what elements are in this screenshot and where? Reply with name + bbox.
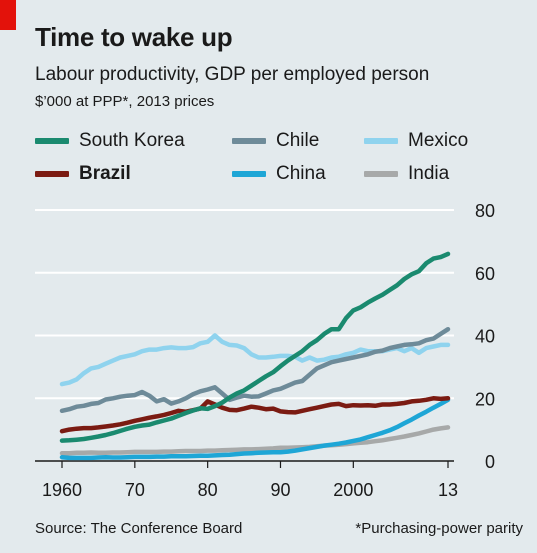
y-tick-label: 80	[475, 201, 495, 221]
legend-swatch	[232, 171, 266, 177]
tick-labels: 0 20 40 60 80 1960 70 80 90 2000 13	[42, 201, 495, 500]
x-tick-label: 80	[198, 480, 218, 500]
legend-label: Mexico	[408, 130, 469, 151]
legend-label: India	[408, 163, 450, 184]
legend-swatch	[35, 138, 69, 144]
chart-units: $’000 at PPP*, 2013 prices	[35, 93, 215, 110]
x-tick-label: 70	[125, 480, 145, 500]
y-tick-label: 20	[475, 389, 495, 409]
legend-label: Brazil	[79, 163, 131, 184]
series-line-chile	[59, 326, 451, 414]
legend-item-china: China	[232, 163, 326, 185]
legend-label: South Korea	[79, 130, 185, 151]
legend-item-india: India	[364, 163, 449, 185]
series-line-mexico	[59, 333, 451, 387]
series-line-south-korea	[59, 251, 451, 443]
legend-item-south-korea: South Korea	[35, 130, 185, 152]
legend-swatch	[364, 171, 398, 177]
legend-item-chile: Chile	[232, 130, 319, 152]
line-chart: 0 20 40 60 80 1960 70 80 90 2000 13	[35, 201, 495, 500]
legend-item-mexico: Mexico	[364, 130, 468, 152]
footnote: *Purchasing-power parity	[355, 520, 523, 537]
chart-title: Time to wake up	[35, 22, 233, 52]
legend-swatch	[232, 138, 266, 144]
source-note: Source: The Conference Board	[35, 520, 243, 537]
x-tick-label: 1960	[42, 480, 82, 500]
series-line-india	[59, 425, 451, 456]
chart-subtitle: Labour productivity, GDP per employed pe…	[35, 64, 430, 85]
legend-label: China	[276, 163, 326, 184]
legend-label: Chile	[276, 130, 320, 151]
series-line-china	[59, 397, 451, 461]
legend-swatch	[35, 171, 69, 177]
y-tick-label: 0	[485, 452, 495, 472]
legend-item-brazil: Brazil	[35, 163, 131, 185]
x-tick-label: 90	[270, 480, 290, 500]
series-line-brazil	[59, 396, 451, 434]
y-tick-label: 60	[475, 264, 495, 284]
x-tick-label: 2000	[333, 480, 373, 500]
y-tick-label: 40	[475, 327, 495, 347]
legend: South Korea Chile Mexico Brazil China In…	[35, 130, 515, 190]
series-lines	[59, 251, 451, 461]
x-tick-label: 13	[438, 480, 458, 500]
brand-red-bar	[0, 0, 16, 30]
legend-swatch	[364, 138, 398, 144]
